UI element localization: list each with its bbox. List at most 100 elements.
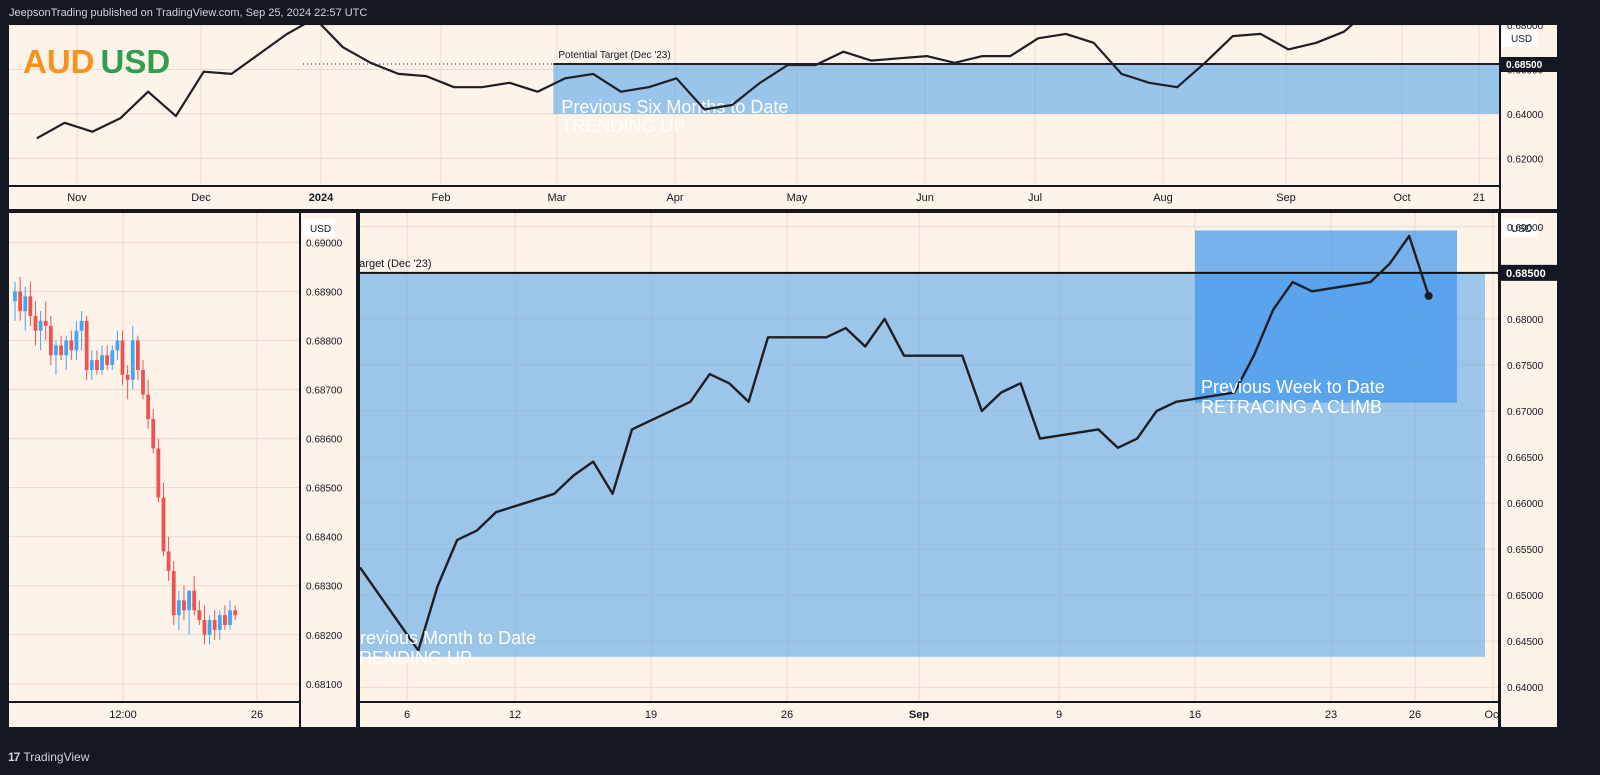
right-zone-week-label-1: Previous Week to Date — [1201, 377, 1385, 397]
left-candle-body — [135, 340, 140, 370]
left-candle-body — [13, 291, 17, 302]
right-x-tick-label: Oct — [1484, 709, 1498, 721]
left-candle-body — [28, 296, 33, 316]
left-candle-body — [223, 615, 227, 625]
top-target-price-label: 0.68500 — [1506, 60, 1543, 71]
right-zone-week-label-2: RETRACING A CLIMB — [1201, 397, 1382, 417]
right-y-tick-label: 0.64500 — [1507, 637, 1544, 648]
right-time-axis[interactable]: 6 12 19 26 Sep 9 16 23 26 Oct — [360, 703, 1502, 727]
right-y-tick-label: 0.65000 — [1507, 591, 1544, 602]
left-currency-label: USD — [310, 224, 331, 235]
left-y-tick-label: 0.68900 — [306, 287, 343, 298]
left-candle-body — [217, 615, 222, 630]
right-x-tick-label: Sep — [909, 709, 929, 721]
tradingview-logo-icon[interactable]: 17 — [8, 750, 20, 764]
right-x-tick-label: 26 — [1409, 709, 1421, 721]
left-candle-body — [171, 571, 176, 616]
left-candle-body — [130, 340, 135, 380]
right-y-tick-label: 0.64000 — [1507, 683, 1544, 694]
left-candle-body — [146, 394, 151, 419]
left-candle-body — [23, 296, 28, 312]
left-candle-body — [33, 315, 38, 331]
left-y-tick-label: 0.68400 — [306, 533, 343, 544]
right-y-tick-label: 0.69000 — [1507, 223, 1544, 234]
left-candle-body — [207, 620, 212, 635]
right-line-chart[interactable]: Potential Target (Dec '23) Previous Month… — [308, 213, 1498, 701]
right-y-tick-label: 0.65500 — [1507, 545, 1544, 556]
right-x-axis: 6 12 19 26 Sep 9 16 23 26 Oct — [404, 709, 1502, 721]
left-candle-body — [110, 350, 115, 366]
top-x-tick-label: Nov — [67, 192, 87, 204]
left-candle-body — [197, 610, 202, 621]
right-zone-month-label-1: Previous Month to Date — [360, 628, 536, 648]
top-target-price-box — [1501, 57, 1557, 72]
top-x-axis: Nov Dec 2024 Feb Mar Apr May Jun Jul Aug Sep Oct 21 — [67, 192, 1485, 204]
top-y-tick-label: 0.62000 — [1507, 154, 1544, 165]
footer-brand[interactable]: TradingView — [23, 750, 90, 764]
left-candle-body — [141, 369, 145, 395]
left-y-tick-label: 0.68700 — [306, 386, 343, 397]
top-x-tick-label: Feb — [432, 192, 451, 204]
top-y-tick-label: 0.64000 — [1507, 110, 1544, 121]
right-y-tick-label: 0.66000 — [1507, 499, 1544, 510]
left-y-tick-label: 0.69000 — [306, 238, 343, 249]
right-x-tick-label: 26 — [781, 709, 793, 721]
left-candle-body — [48, 325, 53, 356]
top-time-axis[interactable]: Nov Dec 2024 Feb Mar Apr May Jun Jul Aug Sep Oct 21 — [9, 187, 1499, 209]
publish-info: JeepsonTrading published on TradingView.… — [9, 7, 368, 19]
right-y-tick-label: 0.67500 — [1507, 361, 1544, 372]
left-chart-panel[interactable] — [9, 213, 299, 701]
symbol-quote: USD — [101, 43, 171, 80]
top-x-tick-label: Jul — [1028, 192, 1042, 204]
left-y-tick-label: 0.68200 — [306, 631, 343, 642]
left-y-tick-label: 0.68800 — [306, 337, 343, 348]
top-chart-panel[interactable]: Previous Six Months to Date TRENDING UP Po… — [9, 6, 1499, 185]
left-candle-body — [151, 418, 156, 449]
left-candle-body — [89, 360, 94, 370]
left-price-axis[interactable]: USD 0.69000 0.68900 0.68800 0.68700 0.68600 0.… — [301, 213, 356, 727]
right-zone-week — [1195, 230, 1457, 403]
right-x-tick-label: 19 — [645, 709, 657, 721]
top-zone-label-2: TRENDING UP — [561, 116, 685, 136]
left-candle-body — [192, 590, 197, 611]
left-candle-body — [64, 340, 69, 356]
top-x-tick-label: 21 — [1473, 192, 1485, 204]
left-x-tick-label: 12:00 — [109, 709, 137, 721]
left-candle-body — [120, 340, 125, 375]
symbol-base: AUD — [23, 43, 95, 80]
right-target-price-label: 0.68500 — [1506, 268, 1546, 280]
right-chart-panel[interactable]: Potential Target (Dec '23) Previous Month… — [308, 213, 1498, 701]
right-series-line — [359, 234, 1430, 652]
right-price-axis[interactable]: USD 0.69000 0.68000 0.67500 0.67000 0.66500 0.… — [1501, 213, 1557, 727]
left-candle-body — [59, 345, 63, 356]
left-candle-body — [84, 320, 89, 370]
right-x-tick-label: 9 — [1056, 709, 1062, 721]
right-currency-label: USD — [1511, 224, 1532, 235]
left-candle-body — [18, 291, 23, 312]
right-target-label: Potential Target (Dec '23) — [360, 258, 432, 270]
left-candle-body — [182, 600, 186, 611]
top-currency-box — [1502, 29, 1538, 47]
left-candlestick-chart[interactable] — [9, 213, 299, 701]
left-time-axis[interactable]: 12:00 26 — [9, 703, 299, 727]
left-candle-body — [161, 497, 166, 552]
left-candle-body — [95, 360, 99, 370]
left-y-tick-label: 0.68100 — [306, 680, 343, 691]
right-x-tick-label: 16 — [1189, 709, 1201, 721]
left-y-tick-label: 0.68500 — [306, 484, 343, 495]
top-x-tick-label: Jun — [916, 192, 934, 204]
top-x-tick-label: 2024 — [309, 192, 334, 204]
top-series-line — [36, 6, 1385, 140]
top-x-tick-label: Aug — [1153, 192, 1173, 204]
footer: 17 TradingView — [8, 750, 89, 764]
left-currency-box — [303, 219, 335, 237]
left-candle-body — [54, 345, 58, 356]
top-x-tick-label: Oct — [1393, 192, 1410, 204]
left-candle-body — [115, 340, 120, 351]
top-zone-label-1: Previous Six Months to Date — [561, 97, 788, 117]
right-currency-box — [1503, 219, 1537, 237]
left-candle-body — [125, 374, 130, 380]
